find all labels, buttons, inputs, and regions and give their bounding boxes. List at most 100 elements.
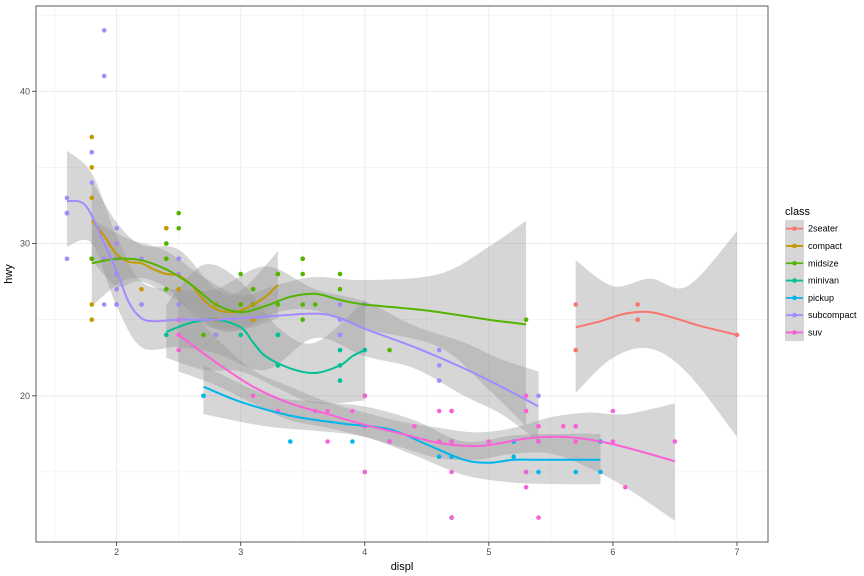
point-2seater [635, 317, 640, 323]
point-suv [362, 469, 368, 475]
point-suv [561, 424, 566, 429]
point-compact [250, 317, 256, 323]
point-compact [89, 302, 95, 307]
x-axis-title: displ [391, 561, 414, 573]
point-subcompact [436, 378, 442, 383]
legend-point-pickup [792, 295, 797, 301]
point-midsize [523, 317, 529, 323]
smooth-2seater [575, 310, 738, 336]
band-pickup [203, 365, 601, 485]
y-tick-label: 40 [20, 86, 30, 96]
point-subcompact [64, 210, 70, 216]
point-2seater [573, 347, 578, 353]
smooth-pickup [203, 385, 601, 464]
point-pickup [536, 469, 541, 475]
legend-point-minivan [792, 278, 797, 283]
point-midsize [176, 210, 181, 216]
point-pickup [436, 454, 442, 460]
point-subcompact [337, 332, 343, 338]
point-suv [486, 439, 492, 444]
point-compact [164, 226, 169, 231]
point-midsize [275, 302, 281, 307]
point-minivan [275, 332, 281, 338]
smooth-lines [66, 199, 738, 464]
legend-title: class [785, 206, 811, 218]
point-subcompact [101, 302, 107, 307]
point-subcompact [114, 226, 119, 231]
y-axis-title: hwy [3, 264, 15, 284]
point-suv [412, 424, 417, 429]
x-tick-label: 4 [362, 547, 367, 557]
axes: 2 3 4 5 6 7 20 30 40 [20, 86, 740, 557]
legend-label-subcompact: subcompact [808, 310, 857, 320]
point-midsize [164, 286, 169, 292]
point-midsize [201, 332, 206, 338]
point-suv [610, 408, 616, 414]
legend-label-suv: suv [808, 327, 823, 337]
legend-label-compact: compact [808, 241, 843, 251]
point-pickup [511, 454, 516, 460]
x-tick-label: 5 [486, 547, 491, 557]
panel-border [35, 5, 769, 543]
legend-label-2seater: 2seater [808, 224, 838, 234]
point-pickup [573, 469, 578, 475]
legend-label-minivan: minivan [808, 276, 839, 286]
point-subcompact [337, 302, 343, 307]
point-suv [523, 484, 529, 490]
point-subcompact [114, 302, 119, 307]
band-2seater [575, 231, 737, 437]
point-subcompact [101, 28, 107, 33]
point-2seater [635, 302, 640, 307]
point-2seater [573, 302, 578, 307]
point-midsize [275, 271, 281, 277]
point-suv [523, 469, 529, 475]
smooth-suv [178, 334, 676, 463]
point-midsize [300, 271, 306, 277]
point-subcompact [89, 149, 95, 155]
point-minivan [337, 347, 343, 353]
point-suv [449, 408, 454, 414]
y-tick-label: 30 [20, 239, 30, 249]
point-subcompact [139, 302, 144, 307]
point-suv [536, 515, 541, 520]
point-suv [672, 439, 678, 444]
point-compact [89, 195, 95, 201]
point-midsize [337, 271, 343, 277]
legend-point-2seater [792, 226, 797, 231]
point-subcompact [213, 332, 219, 338]
point-subcompact [436, 347, 442, 353]
point-compact [176, 286, 181, 292]
point-minivan [337, 378, 343, 383]
x-tick-label: 3 [238, 547, 243, 557]
point-subcompact [64, 195, 70, 201]
point-suv [536, 424, 541, 429]
point-minivan [238, 332, 243, 338]
point-compact [139, 286, 144, 292]
legend-point-suv [792, 330, 797, 335]
band-compact [91, 181, 278, 333]
point-midsize [164, 241, 169, 246]
x-tick-label: 6 [610, 547, 615, 557]
point-suv [176, 347, 181, 353]
point-midsize [238, 302, 243, 307]
point-subcompact [536, 393, 541, 399]
legend-point-compact [792, 243, 797, 249]
point-pickup [288, 439, 293, 444]
point-subcompact [114, 286, 119, 292]
point-pickup [201, 393, 206, 399]
point-midsize [250, 286, 256, 292]
x-tick-label: 7 [734, 547, 739, 557]
point-suv [573, 424, 578, 429]
point-suv [362, 393, 368, 399]
band-subcompact [67, 150, 539, 442]
point-pickup [598, 469, 603, 475]
point-midsize [238, 271, 243, 277]
point-subcompact [436, 363, 442, 368]
point-suv [449, 469, 454, 475]
point-suv [573, 439, 578, 444]
smooth-subcompact [66, 199, 539, 408]
point-compact [89, 134, 95, 140]
point-midsize [300, 256, 306, 262]
point-suv [325, 408, 330, 414]
